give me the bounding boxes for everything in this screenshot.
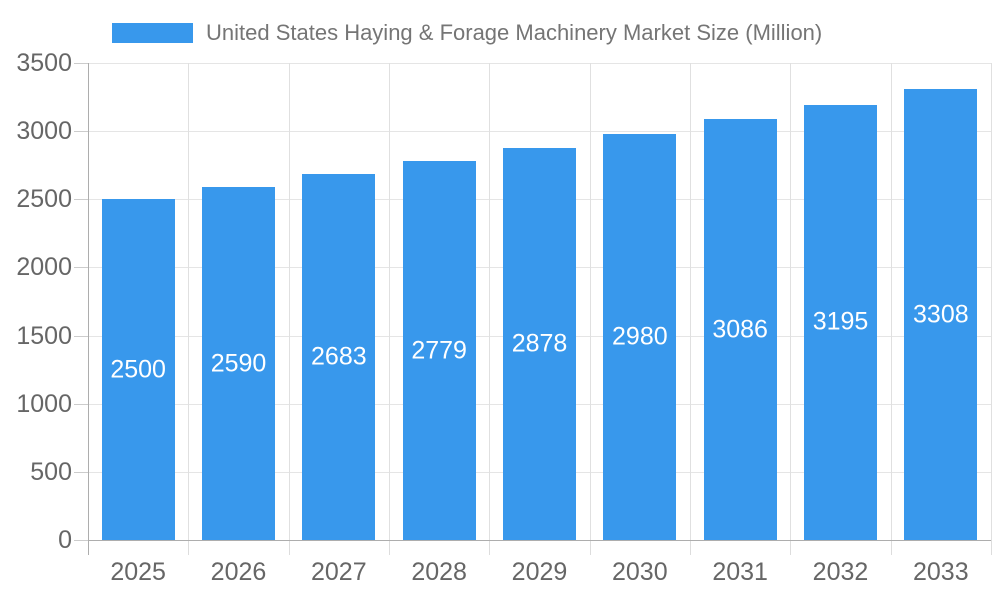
x-tick-label-2033: 2033 [913,558,969,586]
y-tick-label-2500: 2500 [16,185,72,214]
gridline-vertical-3 [389,63,390,540]
x-tick-mark-9 [991,540,992,555]
bar-value-label-2032: 3195 [812,307,869,336]
gridline-vertical-5 [589,63,591,540]
x-tick-mark-6 [690,540,691,555]
bar-2030: 2980 [603,133,677,540]
gridline-vertical-7 [790,63,792,540]
gridline-vertical-8 [890,63,892,540]
bar-value-label-2031: 3086 [712,315,768,344]
legend-label: United States Haying & Forage Machinery … [206,20,823,45]
y-tick-label-500: 500 [30,457,72,486]
gridline-horizontal-3500 [88,63,991,64]
x-tick-mark-2 [288,540,290,555]
bar-value-label-2027: 2683 [311,342,367,371]
y-tick-label-0: 0 [58,526,72,554]
x-tick-label-2027: 2027 [311,558,367,586]
y-tick-mark-2000 [74,267,88,269]
x-tick-label-2030: 2030 [612,558,668,586]
bar-2028: 2779 [402,161,476,540]
bar-value-label-2026: 2590 [210,349,267,377]
x-tick-mark-1 [188,540,190,555]
bar-value-label-2033: 3308 [913,300,969,329]
legend-swatch [112,23,193,43]
y-axis-line [88,63,89,555]
bar-2031: 3086 [703,119,777,540]
x-tick-mark-7 [790,540,792,555]
y-tick-mark-3000 [74,131,88,133]
x-tick-mark-8 [890,540,892,555]
y-tick-label-1000: 1000 [16,389,72,418]
bar-2029: 2878 [503,147,576,540]
bar-2027: 2683 [302,174,376,540]
x-tick-mark-3 [389,540,390,555]
x-tick-label-2028: 2028 [411,558,467,586]
x-tick-label-2029: 2029 [511,558,568,586]
bar-value-label-2030: 2980 [612,322,668,351]
gridline-horizontal-3000 [88,131,991,133]
gridline-vertical-9 [991,63,992,540]
x-tick-mark-4 [489,540,491,555]
bar-2033: 3308 [904,89,978,540]
y-tick-label-1500: 1500 [16,321,72,350]
gridline-vertical-6 [690,63,691,540]
y-tick-mark-1000 [74,403,88,405]
x-tick-label-2026: 2026 [210,558,267,586]
legend-item[interactable]: United States Haying & Forage Machinery … [112,18,822,48]
y-tick-mark-2500 [74,199,88,201]
y-tick-mark-500 [74,471,88,473]
x-tick-mark-5 [589,540,591,555]
y-tick-mark-0 [74,540,88,541]
bar-2026: 2590 [202,187,275,540]
gridline-vertical-1 [188,63,190,540]
gridline-vertical-2 [288,63,290,540]
bar-2025: 2500 [101,199,175,540]
x-tick-label-2025: 2025 [110,558,166,586]
y-tick-label-2000: 2000 [16,253,72,282]
y-tick-mark-3500 [74,63,88,64]
x-tick-label-2031: 2031 [712,558,768,586]
x-tick-label-2032: 2032 [812,558,869,586]
bar-2032: 3195 [804,104,877,540]
y-tick-label-3500: 3500 [16,49,72,77]
bar-value-label-2025: 2500 [110,355,166,384]
y-tick-mark-1500 [74,335,88,337]
bar-value-label-2029: 2878 [511,329,568,358]
x-axis-line [88,540,991,541]
bar-value-label-2028: 2779 [411,336,467,365]
gridline-vertical-4 [489,63,491,540]
y-tick-label-3000: 3000 [16,117,72,146]
